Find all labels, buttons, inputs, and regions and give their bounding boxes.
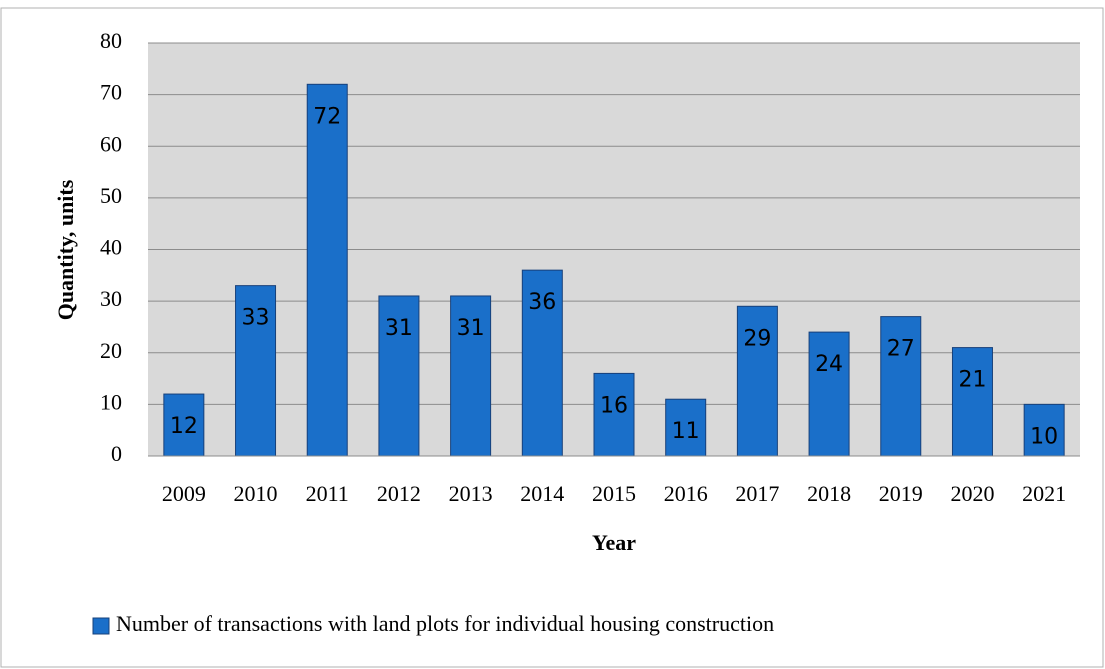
- data-label: 24: [815, 352, 843, 377]
- x-tick-label: 2014: [520, 481, 564, 506]
- y-tick-label: 70: [100, 80, 122, 105]
- bar: [665, 398, 707, 457]
- bar: [306, 83, 348, 457]
- bar: [378, 295, 420, 457]
- bar: [1023, 403, 1065, 457]
- bar: [163, 393, 205, 457]
- bar: [808, 331, 850, 457]
- y-tick-label: 10: [100, 389, 122, 414]
- bar: [593, 372, 635, 457]
- data-label: 21: [958, 368, 986, 393]
- x-tick-label: 2021: [1022, 481, 1066, 506]
- x-tick-label: 2017: [735, 481, 779, 506]
- y-axis-title: Quantity, units: [53, 179, 78, 320]
- data-label: 27: [887, 337, 915, 362]
- y-tick-label: 40: [100, 235, 122, 260]
- data-label: 31: [385, 316, 413, 341]
- x-tick-label: 2010: [234, 481, 278, 506]
- x-tick-label: 2012: [377, 481, 421, 506]
- y-tick-label: 30: [100, 286, 122, 311]
- data-label: 16: [600, 393, 628, 418]
- data-label: 11: [672, 419, 700, 444]
- bar: [736, 305, 778, 457]
- y-tick-label: 60: [100, 131, 122, 156]
- data-label: 72: [313, 104, 341, 129]
- x-tick-label: 2009: [162, 481, 206, 506]
- data-label: 12: [170, 414, 198, 439]
- x-tick-label: 2020: [950, 481, 994, 506]
- x-tick-label: 2013: [449, 481, 493, 506]
- y-tick-label: 20: [100, 338, 122, 363]
- bar: [235, 285, 277, 457]
- data-label: 31: [457, 316, 485, 341]
- x-tick-label: 2018: [807, 481, 851, 506]
- data-label: 29: [743, 326, 771, 351]
- legend-swatch: [92, 617, 110, 635]
- y-tick-label: 50: [100, 183, 122, 208]
- x-tick-label: 2015: [592, 481, 636, 506]
- y-tick-label: 80: [100, 28, 122, 53]
- data-label: 36: [528, 290, 556, 315]
- x-tick-label: 2011: [306, 481, 349, 506]
- data-label: 33: [242, 306, 270, 331]
- x-tick-label: 2019: [879, 481, 923, 506]
- x-axis-title: Year: [592, 530, 636, 555]
- legend-label: Number of transactions with land plots f…: [116, 611, 774, 636]
- y-tick-label: 0: [111, 441, 122, 466]
- bar: [880, 316, 922, 457]
- x-tick-label: 2016: [664, 481, 708, 506]
- data-label: 10: [1030, 424, 1058, 449]
- bar: [951, 347, 993, 457]
